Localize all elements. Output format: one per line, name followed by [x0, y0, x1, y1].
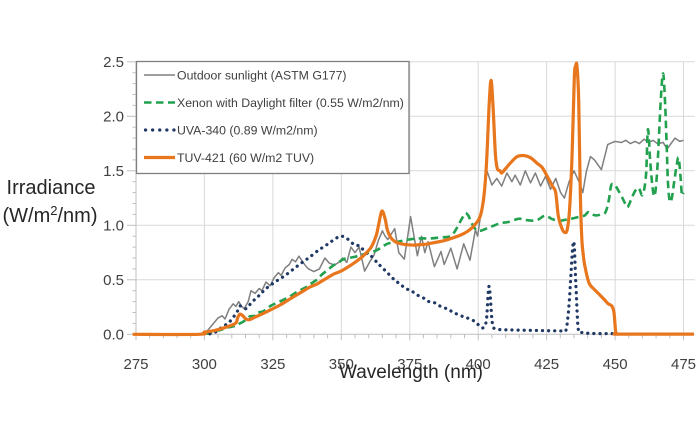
svg-text:2.0: 2.0 — [103, 109, 124, 126]
svg-text:1.5: 1.5 — [103, 163, 124, 180]
svg-text:UVA-340 (0.89 W/m2/nm): UVA-340 (0.89 W/m2/nm) — [177, 124, 318, 138]
svg-text:1.0: 1.0 — [103, 218, 124, 235]
svg-text:Irradiance: Irradiance — [7, 177, 96, 199]
svg-text:TUV-421 (60 W/m2 TUV): TUV-421 (60 W/m2 TUV) — [177, 151, 314, 165]
svg-text:425: 425 — [534, 356, 559, 373]
svg-text:450: 450 — [603, 356, 628, 373]
svg-text:Outdoor sunlight (ASTM G177): Outdoor sunlight (ASTM G177) — [177, 69, 347, 83]
svg-text:(W/m2/nm): (W/m2/nm) — [3, 203, 98, 227]
svg-text:375: 375 — [397, 356, 422, 373]
svg-text:275: 275 — [123, 356, 148, 373]
svg-text:0.5: 0.5 — [103, 272, 124, 289]
svg-text:475: 475 — [671, 356, 696, 373]
svg-text:2.5: 2.5 — [103, 54, 124, 71]
svg-text:300: 300 — [192, 356, 217, 373]
svg-text:0.0: 0.0 — [103, 327, 124, 344]
svg-text:Wavelength (nm): Wavelength (nm) — [339, 362, 483, 383]
svg-text:325: 325 — [260, 356, 285, 373]
svg-text:400: 400 — [466, 356, 491, 373]
svg-text:350: 350 — [329, 356, 354, 373]
svg-text:Xenon with Daylight filter (0.: Xenon with Daylight filter (0.55 W/m2/nm… — [177, 96, 404, 110]
